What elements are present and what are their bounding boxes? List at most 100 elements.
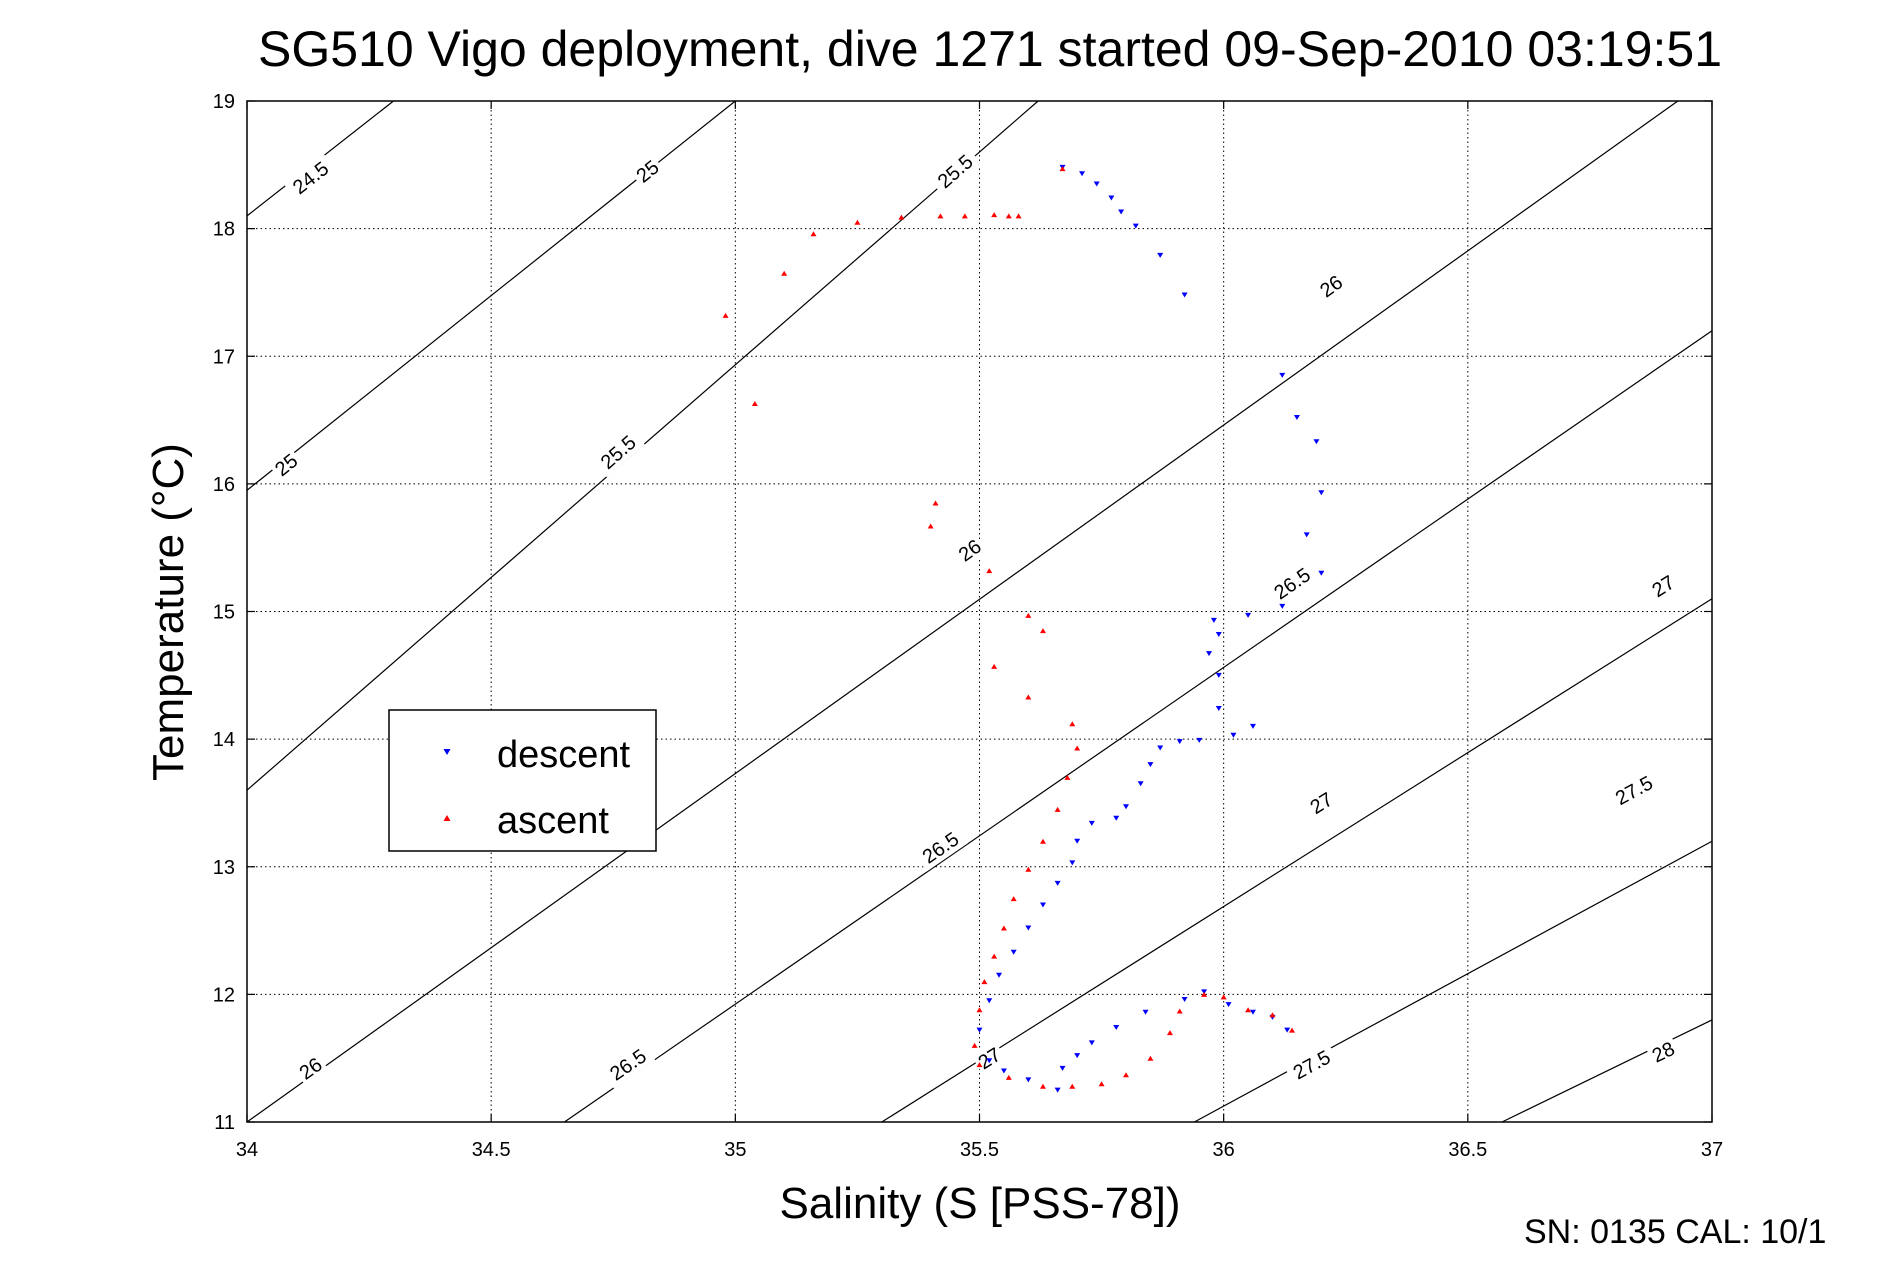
descent-series — [976, 164, 1325, 1093]
ascent-point — [991, 663, 998, 669]
calibration-footer: SN: 0135 CAL: 10/1 — [1524, 1213, 1826, 1251]
descent-point — [1176, 739, 1183, 745]
contour-label-knockout — [1303, 785, 1340, 821]
ascent-point — [976, 1007, 983, 1013]
y-tick-label: 18 — [213, 219, 235, 241]
contour-label-knockout — [591, 426, 645, 478]
ascent-point — [986, 568, 993, 574]
x-tick-label: 35.5 — [960, 1139, 999, 1161]
descent-point — [1054, 1087, 1061, 1093]
descent-point — [1025, 925, 1032, 931]
ascent-point — [1220, 994, 1227, 1000]
descent-point — [1118, 209, 1125, 215]
legend-box — [388, 709, 657, 852]
ascent-point — [1123, 1072, 1129, 1078]
contour-label-knockout — [1645, 1034, 1682, 1069]
ascent-point — [932, 500, 939, 506]
ascent-point — [991, 953, 998, 959]
ascent-point — [1025, 694, 1032, 700]
descent-point — [1181, 996, 1188, 1002]
descent-point — [1157, 745, 1164, 751]
ascent-point — [1039, 1083, 1046, 1089]
y-tick-label: 17 — [213, 346, 235, 368]
descent-point — [1284, 1027, 1291, 1033]
descent-point — [986, 1058, 993, 1064]
legend-descent-marker — [443, 749, 451, 755]
descent-point — [1113, 815, 1120, 821]
descent-point — [1279, 372, 1286, 378]
descent-point — [1210, 617, 1217, 623]
descent-point — [1230, 732, 1237, 738]
x-axis-title: Salinity (S [PSS-78]) — [779, 1179, 1180, 1228]
descent-point — [1215, 631, 1222, 637]
sigma-contour-line — [564, 330, 1713, 1123]
descent-point — [1201, 989, 1208, 995]
descent-point — [1000, 1068, 1007, 1074]
sigma-contour-line — [1194, 840, 1713, 1123]
contour-label-knockout — [1283, 1042, 1340, 1088]
contour-label-knockout — [267, 446, 305, 483]
x-axis: 34 34.5 35 35.5 36 36.5 37 — [236, 101, 1723, 1161]
descent-point — [1079, 171, 1086, 177]
descent-point — [1215, 705, 1222, 711]
ascent-point — [1064, 774, 1071, 780]
descent-point — [1142, 1009, 1149, 1015]
ascent-point — [971, 1042, 978, 1048]
ascent-point — [1000, 925, 1007, 931]
descent-point — [1074, 838, 1081, 844]
y-tick-label: 11 — [214, 1112, 235, 1134]
descent-point — [1147, 762, 1154, 768]
descent-point — [1113, 1025, 1120, 1031]
descent-point — [1279, 603, 1286, 609]
descent-point — [1088, 820, 1095, 826]
ascent-point — [810, 231, 817, 237]
descent-point — [1249, 1009, 1256, 1015]
ascent-point — [1039, 628, 1046, 634]
legend-ascent-label: ascent — [497, 800, 609, 842]
descent-point — [1054, 880, 1061, 886]
descent-point — [1069, 860, 1076, 866]
x-tick-label: 36.5 — [1448, 1139, 1487, 1161]
descent-point — [1108, 195, 1115, 201]
legend-ascent-marker — [443, 815, 451, 821]
ascent-point — [1025, 612, 1032, 618]
descent-point — [1123, 804, 1129, 810]
y-tick-label: 15 — [213, 602, 235, 624]
descent-point — [1225, 1002, 1232, 1008]
legend-descent-label: descent — [497, 734, 631, 776]
x-tick-label: 35 — [724, 1139, 746, 1161]
ascent-point — [1059, 166, 1066, 172]
ascent-point — [1201, 991, 1208, 997]
ascent-point — [854, 219, 861, 225]
descent-point — [1093, 181, 1100, 187]
y-axis-title: Temperature (°C) — [144, 443, 193, 781]
y-tick-label: 12 — [213, 984, 235, 1006]
ascent-point — [1074, 745, 1081, 751]
ascent-point — [898, 214, 905, 220]
ascent-point — [961, 213, 968, 219]
x-tick-label: 34.5 — [472, 1139, 511, 1161]
ascent-point — [751, 400, 758, 406]
ascent-point — [781, 270, 788, 276]
contour-label-knockout — [1264, 559, 1320, 608]
ascent-point — [1010, 896, 1017, 902]
contour-label-knockout — [1312, 268, 1350, 304]
descent-point — [1303, 532, 1310, 538]
ascent-point — [1069, 1083, 1076, 1089]
y-tick-label: 14 — [213, 729, 235, 751]
descent-point — [1293, 415, 1300, 421]
ascent-point — [722, 312, 729, 318]
descent-point — [1132, 223, 1139, 229]
descent-point — [1181, 292, 1188, 298]
descent-point — [1318, 490, 1325, 496]
ascent-point — [1015, 213, 1022, 219]
descent-point — [1088, 1040, 1095, 1046]
ascent-point — [1005, 1074, 1012, 1080]
contour-label-knockout — [628, 153, 666, 190]
ascent-point — [1289, 1027, 1296, 1033]
ascent-point — [937, 213, 944, 219]
ascent-point — [927, 523, 934, 529]
descent-point — [1010, 949, 1017, 955]
sigma-contour-line — [246, 100, 1679, 1123]
